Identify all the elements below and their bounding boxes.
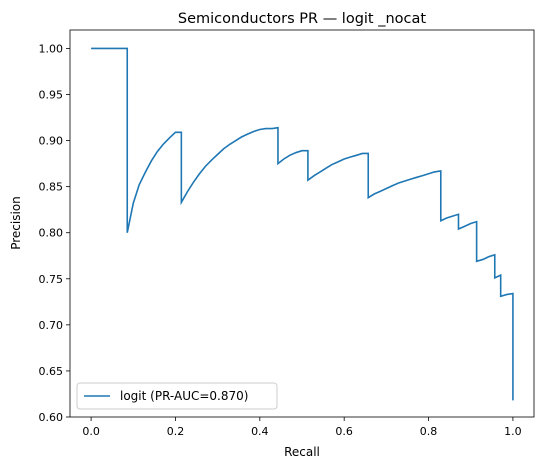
series-group: [91, 47, 514, 401]
chart-title: Semiconductors PR — logit _nocat: [178, 11, 426, 27]
x-tick-label: 0.0: [82, 425, 100, 438]
x-tick-label: 0.4: [251, 425, 269, 438]
y-tick-label: 0.80: [39, 227, 64, 240]
y-tick-label: 1.00: [39, 42, 64, 55]
y-axis: 0.60 0.65 0.70 0.75 0.80 0.85 0.90 0.95 1.00: [39, 42, 70, 424]
x-axis: 0.0 0.2 0.4 0.6 0.8 1.0: [82, 417, 522, 438]
legend-box: [76, 382, 278, 410]
x-tick-label: 0.6: [335, 425, 353, 438]
y-tick-label: 0.65: [39, 365, 64, 378]
y-tick-label: 0.85: [39, 181, 64, 194]
x-tick-label: 0.2: [167, 425, 185, 438]
x-tick-label: 1.0: [504, 425, 522, 438]
x-axis-label: Recall: [284, 445, 320, 459]
x-tick-label: 0.8: [420, 425, 438, 438]
legend: logit (PR-AUC=0.870): [76, 382, 278, 410]
y-tick-label: 0.70: [39, 319, 64, 332]
plot-frame: [69, 29, 535, 418]
legend-label: logit (PR-AUC=0.870): [120, 389, 248, 403]
y-tick-label: 0.90: [39, 135, 64, 148]
y-tick-label: 0.75: [39, 273, 64, 286]
y-tick-label: 0.60: [39, 411, 64, 424]
y-axis-label: Precision: [9, 196, 23, 250]
series-line-logit: [91, 47, 514, 401]
y-tick-label: 0.95: [39, 89, 64, 102]
